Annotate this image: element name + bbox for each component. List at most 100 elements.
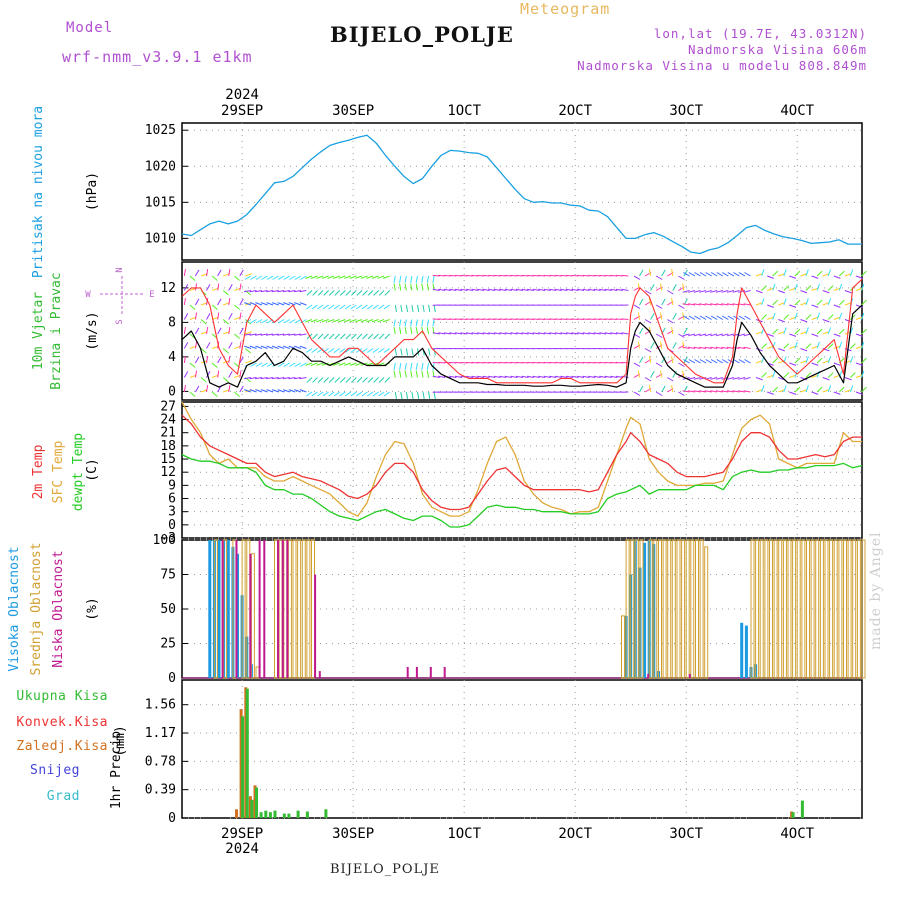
- wind-arrow: [743, 390, 751, 393]
- wind-arrow: [783, 298, 787, 306]
- wind-arrow: [811, 304, 819, 308]
- wind-arrow: [410, 370, 413, 378]
- wind-arrow: [310, 362, 318, 366]
- wind-arrow: [726, 303, 734, 306]
- wind-arrow: [310, 319, 318, 323]
- wind-arrow: [228, 327, 231, 335]
- wind-arrow: [726, 390, 734, 393]
- wind-arrow: [822, 360, 830, 364]
- wind-arrow: [334, 333, 341, 340]
- wind-arrow: [294, 389, 302, 393]
- wind-arrow: [789, 362, 797, 366]
- wind-arrow: [426, 370, 430, 378]
- wind-arrow: [827, 327, 832, 335]
- wind-arrow: [378, 348, 385, 353]
- wind-arrow: [633, 275, 641, 280]
- wind-arrow: [277, 290, 285, 293]
- wind-arrow: [704, 333, 712, 337]
- wind-arrow: [683, 315, 690, 320]
- wind-arrow: [639, 269, 644, 277]
- wind-arrow: [288, 377, 296, 380]
- cloud-mid-bar: [819, 539, 824, 679]
- wind-arrow: [355, 362, 363, 366]
- wind-arrow: [344, 391, 352, 397]
- wind-arrow: [833, 275, 841, 279]
- wind-arrow: [721, 390, 729, 393]
- wind-arrow: [355, 319, 363, 323]
- wind-arrow: [367, 391, 374, 397]
- wind-arrow: [671, 269, 674, 277]
- wind-arrow: [183, 298, 186, 306]
- wind-arrow: [222, 290, 229, 296]
- cloud-low-bar: [406, 667, 409, 678]
- wind-arrow: [404, 319, 407, 327]
- wind-arrow: [705, 315, 712, 320]
- wind-arrow: [228, 269, 231, 277]
- wind-arrow: [382, 275, 390, 279]
- wind-arrow: [194, 283, 198, 291]
- wind-arrow: [283, 345, 290, 349]
- wind-arrow: [367, 290, 374, 296]
- wind-arrow: [399, 275, 402, 283]
- wind-arrow: [683, 356, 688, 364]
- wind-arrow: [504, 375, 512, 378]
- wind-arrow: [688, 315, 696, 320]
- elevation-label: Nadmorska Visina 606m: [687, 42, 867, 57]
- wind-arrow: [543, 375, 551, 378]
- wind-arrow: [744, 315, 751, 320]
- wind-arrow: [277, 362, 285, 367]
- wind-arrow: [648, 385, 652, 393]
- wind-arrow: [521, 375, 529, 378]
- wind-arrow: [415, 327, 418, 335]
- wind-arrow: [438, 288, 446, 291]
- wind-arrow: [211, 304, 218, 310]
- wind-arrow: [827, 298, 832, 306]
- wind-arrow: [800, 348, 808, 352]
- wind-arrow: [350, 304, 357, 310]
- wind-arrow: [755, 348, 763, 352]
- wind-arrow: [328, 391, 335, 397]
- wind-arrow: [683, 327, 688, 335]
- wind-arrow: [783, 343, 790, 349]
- wind-arrow: [861, 270, 867, 277]
- wind-arrow: [710, 315, 718, 320]
- wind-arrow: [772, 328, 779, 335]
- wind-arrow: [855, 374, 863, 378]
- wind-arrow: [277, 275, 285, 280]
- wind-arrow: [432, 319, 435, 327]
- wind-arrow: [367, 333, 374, 340]
- wind-arrow: [772, 357, 779, 364]
- wind-arrow: [699, 333, 707, 337]
- wind-arrow: [515, 332, 523, 335]
- wind-arrow: [827, 343, 834, 349]
- wind-arrow: [655, 333, 663, 338]
- wind-arrow: [255, 389, 263, 393]
- wind-arrow: [833, 304, 841, 308]
- wind-arrow: [228, 371, 233, 378]
- wind-arrow: [800, 377, 808, 381]
- wind-arrow: [510, 332, 518, 335]
- top-date-label: 4OCT: [780, 103, 814, 119]
- cloud-mid-bar: [764, 539, 769, 679]
- temperature-ytick-label: 6: [168, 492, 176, 507]
- wind-arrow: [194, 370, 198, 378]
- wind-arrow: [438, 375, 446, 378]
- cloud-mid-bar: [685, 539, 690, 679]
- wind-arrow: [183, 269, 186, 277]
- wind-arrow: [206, 385, 209, 393]
- wind-arrow: [588, 375, 596, 378]
- wind-arrow: [783, 269, 787, 277]
- wind-arrow: [339, 348, 346, 353]
- wind-arrow: [321, 319, 329, 323]
- wind-arrow: [362, 333, 368, 340]
- wind-arrow: [433, 348, 436, 356]
- wind-arrow: [565, 375, 573, 378]
- wind-arrow: [333, 362, 340, 366]
- wind-arrow: [743, 377, 751, 380]
- wind-arrow: [206, 284, 211, 291]
- wind-arrow: [800, 360, 808, 364]
- wind-arrow: [339, 333, 346, 340]
- wind-arrow: [233, 391, 240, 397]
- wind-arrow: [349, 319, 357, 323]
- wind-arrow: [372, 391, 379, 397]
